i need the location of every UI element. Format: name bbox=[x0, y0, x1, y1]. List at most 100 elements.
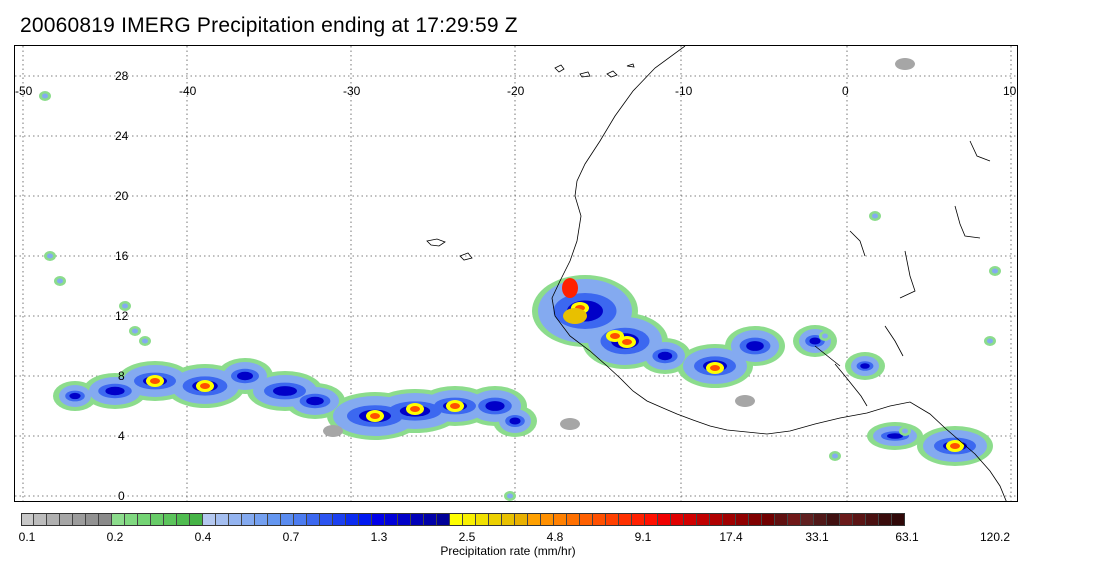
map-canvas bbox=[15, 46, 1017, 501]
colorbar-swatch bbox=[736, 513, 749, 526]
colorbar-swatch bbox=[541, 513, 554, 526]
colorbar-swatch bbox=[333, 513, 346, 526]
precip-cell-very-heavy bbox=[69, 392, 81, 400]
precip-cell-drizzle bbox=[895, 58, 915, 70]
colorbar-swatch bbox=[606, 513, 619, 526]
lat-label: 0 bbox=[118, 489, 125, 502]
river-3 bbox=[884, 325, 904, 357]
map-title: 20060819 IMERG Precipitation ending at 1… bbox=[20, 14, 518, 37]
colorbar-swatch bbox=[892, 513, 905, 526]
colorbar-swatch bbox=[268, 513, 281, 526]
colorbar-swatch bbox=[112, 513, 125, 526]
colorbar-swatch bbox=[294, 513, 307, 526]
colorbar-swatch bbox=[216, 513, 229, 526]
colorbar-swatch bbox=[762, 513, 775, 526]
colorbar-swatch bbox=[86, 513, 99, 526]
precip-cell-moderate bbox=[47, 253, 53, 259]
river-1 bbox=[954, 205, 981, 239]
river-niger-delta bbox=[834, 363, 868, 407]
lon-label: -30 bbox=[343, 84, 361, 98]
precip-cell-very-heavy bbox=[860, 363, 870, 369]
precip-cell-moderate bbox=[822, 333, 828, 339]
precip-cell-moderate bbox=[507, 493, 513, 499]
colorbar-swatch bbox=[346, 513, 359, 526]
colorbar-swatch bbox=[593, 513, 606, 526]
precip-cell-moderate bbox=[122, 303, 128, 309]
colorbar-swatch bbox=[723, 513, 736, 526]
colorbar-swatch bbox=[151, 513, 164, 526]
colorbar-tick-label: 0.4 bbox=[194, 530, 212, 544]
precip-cell-drizzle bbox=[735, 395, 755, 407]
precip-cell-very-heavy bbox=[887, 433, 903, 439]
precip-core-extreme bbox=[200, 383, 210, 389]
coastline bbox=[426, 46, 1007, 501]
colorbar-tick-label: 2.5 bbox=[458, 530, 476, 544]
precip-core-extreme bbox=[150, 378, 160, 384]
colorbar-swatch bbox=[359, 513, 372, 526]
colorbar-tick-label: 63.1 bbox=[895, 530, 919, 544]
lat-label: 24 bbox=[115, 129, 129, 143]
colorbar-swatch bbox=[697, 513, 710, 526]
lat-label: 16 bbox=[115, 249, 129, 263]
colorbar-swatch bbox=[502, 513, 515, 526]
lon-label: 10 bbox=[1003, 84, 1017, 98]
colorbar-tick-label: 4.8 bbox=[546, 530, 564, 544]
colorbar-tick-label: 120.2 bbox=[979, 530, 1011, 544]
lon-label: -50 bbox=[15, 84, 33, 98]
precip-cell-moderate bbox=[42, 93, 48, 99]
lat-label: 4 bbox=[118, 429, 125, 443]
lat-label: 28 bbox=[115, 69, 129, 83]
colorbar-swatch bbox=[476, 513, 489, 526]
precip-core-extreme bbox=[370, 413, 380, 419]
precip-cell-very-heavy bbox=[306, 396, 324, 406]
inland-lake-1 bbox=[426, 238, 446, 247]
colorbar-swatch bbox=[814, 513, 827, 526]
colorbar-swatch bbox=[320, 513, 333, 526]
colorbar-swatch bbox=[229, 513, 242, 526]
lon-label: -20 bbox=[507, 84, 525, 98]
colorbar-swatch bbox=[866, 513, 879, 526]
precip-core-extreme bbox=[410, 406, 420, 412]
colorbar-swatch bbox=[47, 513, 60, 526]
lon-label: -40 bbox=[179, 84, 197, 98]
precip-cell-very-heavy bbox=[809, 337, 821, 345]
colorbar-swatch bbox=[827, 513, 840, 526]
colorbar-swatch bbox=[242, 513, 255, 526]
precip-cell-moderate bbox=[57, 278, 63, 284]
colorbar-swatch bbox=[658, 513, 671, 526]
colorbar-swatch bbox=[203, 513, 216, 526]
colorbar bbox=[21, 513, 905, 526]
colorbar-swatch bbox=[255, 513, 268, 526]
lon-label: 0 bbox=[842, 84, 849, 98]
colorbar-swatch bbox=[580, 513, 593, 526]
colorbar-swatch bbox=[853, 513, 866, 526]
colorbar-swatch bbox=[684, 513, 697, 526]
colorbar-swatch bbox=[749, 513, 762, 526]
precip-cell-very-heavy bbox=[273, 386, 297, 396]
river-6 bbox=[849, 230, 866, 257]
precip-core-intense bbox=[563, 308, 587, 324]
precip-cell-moderate bbox=[902, 428, 908, 434]
colorbar-title: Precipitation rate (mm/hr) bbox=[440, 544, 576, 558]
coast-island-2 bbox=[579, 71, 591, 78]
colorbar-swatch bbox=[567, 513, 580, 526]
coast-island-4 bbox=[626, 63, 635, 68]
precip-cell-moderate bbox=[142, 338, 148, 344]
precip-core-extreme bbox=[562, 278, 578, 298]
colorbar-swatch bbox=[671, 513, 684, 526]
colorbar-swatch bbox=[411, 513, 424, 526]
precip-core-extreme bbox=[450, 403, 460, 409]
precip-core-extreme bbox=[710, 365, 720, 371]
colorbar-swatch bbox=[281, 513, 294, 526]
colorbar-swatch bbox=[463, 513, 476, 526]
coast-island-3 bbox=[606, 70, 618, 78]
colorbar-swatch bbox=[21, 513, 34, 526]
colorbar-swatch bbox=[619, 513, 632, 526]
colorbar-tick-label: 0.7 bbox=[282, 530, 300, 544]
precip-cell-very-heavy bbox=[105, 386, 125, 396]
colorbar-swatch bbox=[450, 513, 463, 526]
precip-cell-moderate bbox=[872, 213, 878, 219]
precip-cell-drizzle bbox=[560, 418, 580, 430]
colorbar-swatch bbox=[632, 513, 645, 526]
colorbar-swatch bbox=[125, 513, 138, 526]
